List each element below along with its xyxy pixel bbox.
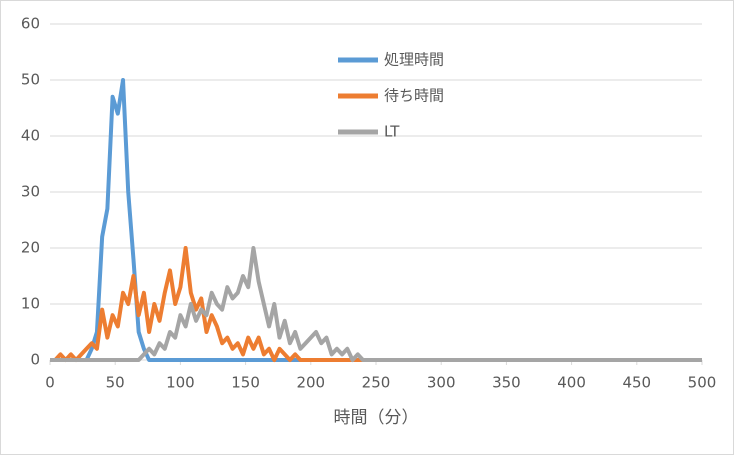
y-tick-label: 0 bbox=[30, 351, 40, 369]
series-line bbox=[50, 246, 702, 362]
y-tick-label: 10 bbox=[21, 295, 40, 313]
x-tick-label: 450 bbox=[622, 374, 651, 392]
legend-label: 処理時間 bbox=[384, 51, 444, 69]
x-tick-label: 350 bbox=[492, 374, 521, 392]
x-tick-label: 400 bbox=[557, 374, 586, 392]
series-line bbox=[50, 246, 702, 362]
x-tick-label: 0 bbox=[45, 374, 55, 392]
legend-label: 待ち時間 bbox=[384, 87, 444, 105]
y-tick-label: 30 bbox=[21, 183, 40, 201]
x-tick-label: 50 bbox=[106, 374, 125, 392]
x-tick-label: 500 bbox=[688, 374, 717, 392]
x-tick-label: 200 bbox=[296, 374, 325, 392]
y-tick-label: 50 bbox=[21, 71, 40, 89]
x-tick-label: 300 bbox=[427, 374, 456, 392]
legend-label: LT bbox=[384, 123, 400, 141]
x-axis-title: 時間（分） bbox=[334, 408, 419, 428]
y-tick-label: 40 bbox=[21, 127, 40, 145]
y-tick-label: 20 bbox=[21, 239, 40, 257]
y-tick-label: 60 bbox=[21, 15, 40, 33]
x-tick-label: 150 bbox=[231, 374, 260, 392]
x-tick-label: 250 bbox=[362, 374, 391, 392]
x-tick-label: 100 bbox=[166, 374, 195, 392]
